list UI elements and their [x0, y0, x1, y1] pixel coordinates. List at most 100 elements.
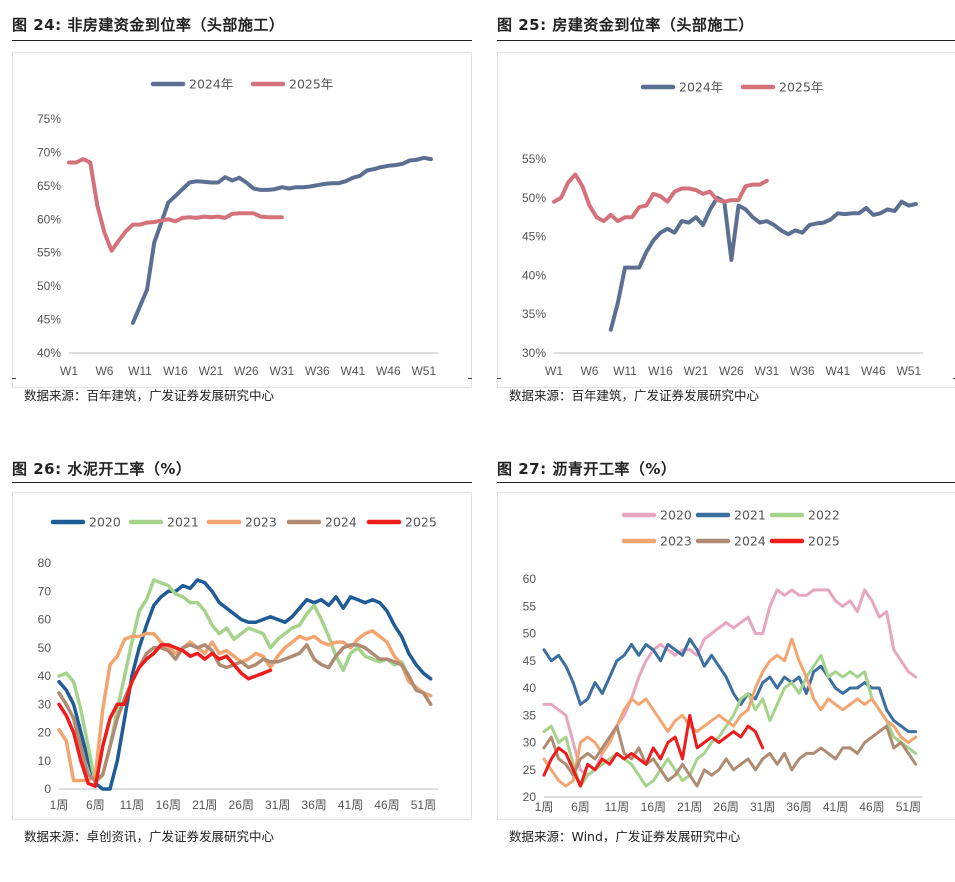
- chart-area: 0 10 20 30 40 50 60 70 80 1周 6周 11周 16周 21周 26周 31周 36周 4…: [12, 492, 472, 820]
- y-tick-label: 70%: [37, 145, 61, 159]
- source-note: 数据来源：百年建筑，广发证券发展研究中心: [509, 388, 760, 403]
- title-rule: [12, 482, 472, 483]
- y-tick-label: 10: [38, 754, 52, 768]
- series-line-2024年: [130, 155, 433, 325]
- series-line-2025: [542, 713, 765, 788]
- y-tick-label: 60%: [37, 212, 61, 226]
- x-tick-label: 11周: [605, 800, 629, 814]
- series-line-2025年: [67, 157, 284, 253]
- series-line-2025年: [552, 172, 769, 224]
- chart-area: 20 25 30 35 40 45 50 55 60 1周 6周 11周 16周 21周 26周 31周 36周…: [497, 492, 955, 820]
- x-tick-label: W51: [896, 364, 921, 378]
- x-tick-label: W1: [545, 364, 563, 378]
- y-tick-label: 75%: [37, 112, 61, 126]
- y-tick-label: 40%: [522, 268, 546, 282]
- source-note: 数据来源：百年建筑，广发证券发展研究中心: [24, 388, 275, 403]
- x-tick-label: 41周: [823, 800, 848, 814]
- legend-label: 2020: [660, 508, 692, 523]
- series-line-2021: [542, 637, 918, 734]
- series-line-2024: [542, 724, 918, 788]
- x-tick-label: W11: [128, 364, 152, 378]
- chart-title: 图 26: 水泥开工率（%）: [12, 460, 192, 478]
- line-chart: 40% 45% 50% 55% 60% 65% 70% 75% W1 W6 W11 W16 W21 W26…: [37, 77, 438, 378]
- x-tick-label: W11: [613, 364, 637, 378]
- x-tick-label: 6周: [86, 798, 105, 812]
- chart-title: 图 25: 房建资金到位率（头部施工）: [497, 16, 754, 34]
- series-line-2020: [57, 578, 433, 791]
- legend-label: 2024年: [189, 77, 233, 92]
- x-tick-label: 26周: [714, 800, 739, 814]
- title-rule: [497, 482, 955, 483]
- chart-area: 40% 45% 50% 55% 60% 65% 70% 75% W1 W6 W11 W16 W21 W26…: [12, 52, 472, 388]
- x-tick-label: W41: [341, 364, 366, 378]
- x-tick-label: 21周: [677, 800, 702, 814]
- series-line-2023: [57, 629, 433, 783]
- line-chart: 30% 35% 40% 45% 50% 55% W1 W6 W11 W16 W21 W26 W31 W36…: [522, 80, 923, 378]
- y-tick-label: 40: [38, 669, 52, 683]
- x-tick-label: 1周: [50, 798, 69, 812]
- corner-mark: [468, 378, 472, 379]
- y-tick-label: 40%: [37, 346, 61, 360]
- x-tick-label: 41周: [338, 798, 363, 812]
- y-tick-label: 45%: [37, 313, 61, 327]
- y-tick-label: 20: [523, 790, 537, 804]
- x-tick-label: 51周: [896, 800, 921, 814]
- y-tick-label: 45: [523, 654, 537, 668]
- panel-fig26: 图 26: 水泥开工率（%） 0 10 20 30 40 50 60 70 80 1周 6周 11周 1…: [12, 452, 472, 882]
- series-line-2024: [57, 643, 433, 783]
- x-tick-label: W21: [684, 364, 709, 378]
- x-tick-label: 31周: [750, 800, 775, 814]
- y-tick-label: 30%: [522, 346, 546, 360]
- panel-fig27: 图 27: 沥青开工率（%） 20 25 30 35 40 45 50 55 60 1周 6周 11周…: [497, 452, 955, 882]
- y-tick-label: 50: [523, 627, 537, 641]
- x-tick-label: 16周: [156, 798, 181, 812]
- x-tick-label: W16: [648, 364, 673, 378]
- series-line-2024年: [608, 195, 918, 332]
- chart-title: 图 24: 非房建资金到位率（头部施工）: [12, 16, 285, 34]
- source-note: 数据来源：Wind，广发证券发展研究中心: [509, 829, 741, 844]
- panel-fig24: 图 24: 非房建资金到位率（头部施工） 40% 45% 50% 55% 60% 65% 7…: [12, 8, 472, 438]
- y-tick-label: 30: [38, 697, 52, 711]
- line-chart: 0 10 20 30 40 50 60 70 80 1周 6周 11周 16周 21周 26周 31周 36周 4…: [38, 515, 438, 812]
- corner-mark: [497, 378, 501, 379]
- y-tick-label: 55: [523, 599, 537, 613]
- corner-mark: [953, 378, 955, 379]
- x-tick-label: W6: [95, 364, 113, 378]
- x-tick-label: W21: [199, 364, 224, 378]
- legend-label: 2025年: [289, 77, 333, 92]
- y-tick-label: 0: [44, 782, 51, 796]
- y-tick-label: 30: [523, 736, 537, 750]
- source-note: 数据来源：卓创资讯，广发证券发展研究中心: [24, 829, 275, 844]
- x-tick-label: 36周: [301, 798, 326, 812]
- y-tick-label: 25: [523, 763, 537, 777]
- x-tick-label: 36周: [786, 800, 811, 814]
- x-tick-label: 6周: [571, 800, 590, 814]
- x-tick-label: 51周: [411, 798, 436, 812]
- legend-label: 2023: [660, 534, 692, 549]
- legend-label: 2024: [325, 515, 357, 530]
- x-tick-label: 31周: [265, 798, 290, 812]
- series-line-2023: [542, 637, 918, 788]
- x-tick-label: 16周: [641, 800, 666, 814]
- x-tick-label: W46: [861, 364, 886, 378]
- x-tick-label: W31: [270, 364, 295, 378]
- y-tick-label: 60: [38, 613, 52, 627]
- x-tick-label: 26周: [229, 798, 254, 812]
- x-tick-label: W1: [60, 364, 78, 378]
- legend-label: 2020: [89, 515, 121, 530]
- x-tick-label: W31: [755, 364, 780, 378]
- y-tick-label: 60: [523, 572, 537, 586]
- legend-label: 2024: [734, 534, 766, 549]
- y-tick-label: 20: [38, 726, 52, 740]
- y-tick-label: 45%: [522, 230, 546, 244]
- y-tick-label: 55%: [37, 246, 61, 260]
- x-tick-label: W36: [790, 364, 815, 378]
- x-tick-label: 21周: [192, 798, 217, 812]
- series-line-2025: [57, 643, 273, 788]
- y-tick-label: 40: [523, 681, 537, 695]
- title-rule: [12, 40, 472, 41]
- x-tick-label: W36: [305, 364, 330, 378]
- legend-label: 2023: [245, 515, 277, 530]
- corner-mark: [12, 378, 16, 379]
